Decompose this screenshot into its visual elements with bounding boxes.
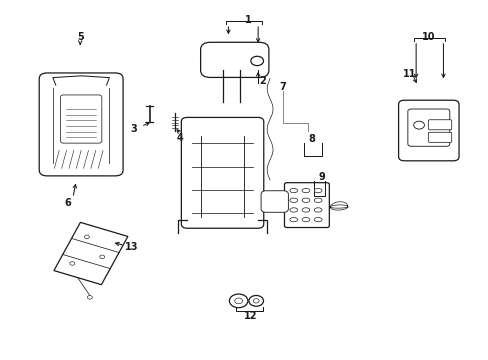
Text: 9: 9 [318,172,324,183]
Ellipse shape [289,217,297,222]
FancyBboxPatch shape [261,191,288,212]
FancyBboxPatch shape [39,73,123,176]
Circle shape [413,121,424,129]
Ellipse shape [302,188,309,193]
Ellipse shape [314,208,322,212]
FancyBboxPatch shape [61,95,102,143]
Ellipse shape [314,217,322,222]
Circle shape [84,235,89,239]
Text: 3: 3 [130,124,137,134]
Text: 13: 13 [124,242,138,252]
Circle shape [248,296,263,306]
FancyBboxPatch shape [284,183,329,228]
Ellipse shape [314,198,322,202]
Text: 12: 12 [243,311,257,320]
Text: 8: 8 [308,135,315,144]
Ellipse shape [302,208,309,212]
Text: 7: 7 [279,82,285,93]
Text: 4: 4 [176,133,183,143]
FancyBboxPatch shape [427,132,451,142]
Ellipse shape [302,217,309,222]
Ellipse shape [289,198,297,202]
Text: 10: 10 [421,32,435,41]
Ellipse shape [302,198,309,202]
Circle shape [87,296,92,299]
FancyBboxPatch shape [181,117,263,228]
Ellipse shape [289,208,297,212]
Circle shape [100,255,104,259]
FancyBboxPatch shape [407,109,449,146]
Bar [54,222,128,285]
Circle shape [70,262,75,265]
Text: 6: 6 [64,198,71,208]
Circle shape [250,56,263,66]
Ellipse shape [314,188,322,193]
FancyBboxPatch shape [398,100,458,161]
FancyBboxPatch shape [427,120,451,130]
Circle shape [234,298,242,304]
Text: 5: 5 [77,32,83,41]
Text: 1: 1 [244,15,251,26]
Text: 11: 11 [402,69,415,79]
Circle shape [229,294,247,308]
Text: 2: 2 [259,76,265,86]
FancyBboxPatch shape [200,42,268,77]
Circle shape [253,299,259,303]
Ellipse shape [289,188,297,193]
